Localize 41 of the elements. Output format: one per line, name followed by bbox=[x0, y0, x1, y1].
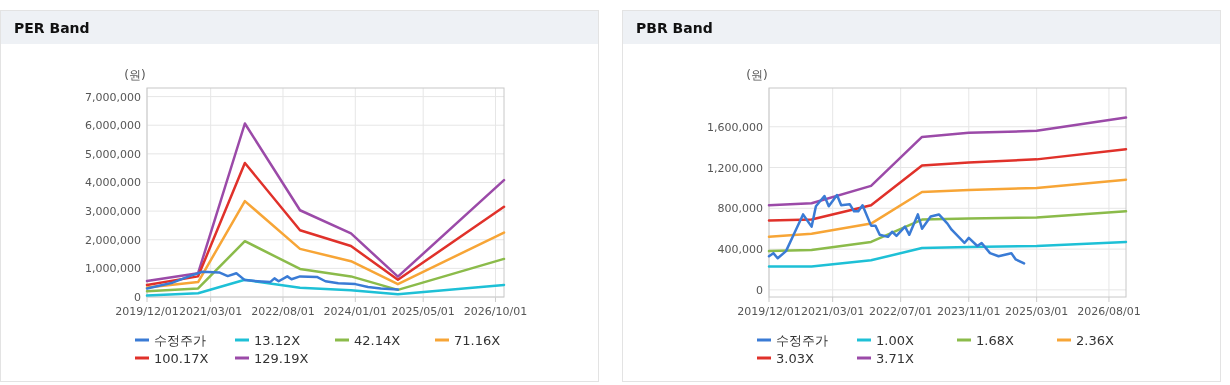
xtick: 2025/03/01 bbox=[1004, 305, 1069, 318]
ytick: 4,000,000 bbox=[85, 176, 141, 190]
ytick: 1,600,000 bbox=[707, 120, 763, 134]
xtick: 2022/07/01 bbox=[868, 305, 933, 318]
legend: 1.00X bbox=[876, 333, 914, 348]
legend: 71.16X bbox=[454, 333, 501, 348]
xtick: 2021/03/01 bbox=[178, 305, 243, 318]
legend: 13.12X bbox=[254, 333, 301, 348]
xtick: 2022/08/01 bbox=[251, 305, 315, 318]
ytick: 0 bbox=[756, 283, 763, 297]
legend: 42.14X bbox=[354, 333, 401, 348]
xtick: 2025/05/01 bbox=[391, 305, 455, 318]
ytick: 1,000,000 bbox=[85, 262, 141, 276]
xtick: 2026/10/01 bbox=[463, 305, 528, 318]
xtick: 2019/12/01 bbox=[115, 305, 179, 318]
title: PER Band bbox=[14, 20, 90, 36]
ytick: 6,000,000 bbox=[85, 119, 141, 133]
ytick: 0 bbox=[134, 291, 141, 304]
title: PBR Band bbox=[636, 20, 713, 36]
xtick: 2024/01/01 bbox=[323, 305, 387, 318]
ytick: 400,000 bbox=[717, 243, 763, 257]
xtick: 2026/08/01 bbox=[1077, 305, 1141, 318]
legend: 129.19X bbox=[254, 351, 309, 366]
legend: 수정주가 bbox=[154, 333, 206, 348]
ytick: 2,000,000 bbox=[85, 233, 141, 247]
ylabel: (원) bbox=[746, 68, 768, 82]
legend: 1.68X bbox=[976, 333, 1014, 348]
xtick: 2019/12/01 bbox=[737, 305, 801, 318]
ytick: 7,000,000 bbox=[85, 90, 141, 104]
legend: 3.03X bbox=[776, 351, 814, 366]
legend: 100.17X bbox=[154, 351, 209, 366]
legend: 3.71X bbox=[876, 351, 914, 366]
legend: 수정주가 bbox=[776, 333, 828, 348]
ytick: 5,000,000 bbox=[85, 147, 141, 161]
legend: 2.36X bbox=[1076, 333, 1114, 348]
ytick: 1,200,000 bbox=[707, 161, 763, 175]
ylabel: (원) bbox=[124, 68, 146, 82]
ytick: 3,000,000 bbox=[85, 205, 141, 219]
ytick: 800,000 bbox=[717, 202, 763, 216]
xtick: 2021/03/01 bbox=[800, 305, 865, 318]
xtick: 2023/11/01 bbox=[937, 305, 1001, 318]
